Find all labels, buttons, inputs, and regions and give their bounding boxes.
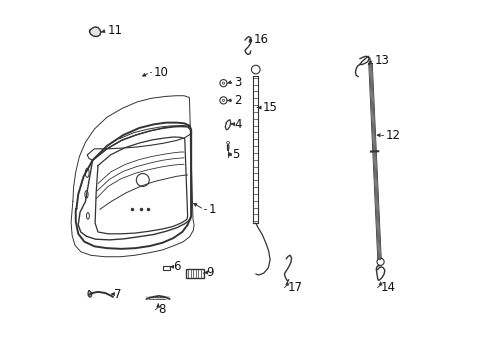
Circle shape bbox=[222, 82, 224, 84]
Polygon shape bbox=[89, 27, 101, 37]
Text: 16: 16 bbox=[254, 33, 269, 46]
Bar bbox=[163, 266, 170, 270]
Text: 13: 13 bbox=[375, 54, 390, 67]
Text: 14: 14 bbox=[381, 281, 395, 294]
Text: 1: 1 bbox=[208, 203, 216, 216]
Circle shape bbox=[222, 99, 224, 102]
Text: 6: 6 bbox=[173, 260, 181, 273]
Text: 15: 15 bbox=[263, 101, 278, 114]
Text: 12: 12 bbox=[386, 129, 401, 142]
Text: 2: 2 bbox=[234, 94, 242, 107]
Text: 10: 10 bbox=[153, 66, 169, 79]
Text: 4: 4 bbox=[234, 118, 242, 131]
Text: 11: 11 bbox=[107, 24, 122, 37]
Text: 17: 17 bbox=[287, 281, 302, 294]
Polygon shape bbox=[88, 291, 92, 297]
Text: 3: 3 bbox=[234, 76, 242, 89]
Text: 5: 5 bbox=[232, 148, 240, 161]
Circle shape bbox=[227, 141, 230, 144]
Text: 7: 7 bbox=[115, 288, 122, 301]
Bar bbox=[186, 269, 204, 278]
Text: 8: 8 bbox=[158, 303, 166, 316]
Text: 9: 9 bbox=[206, 266, 214, 279]
